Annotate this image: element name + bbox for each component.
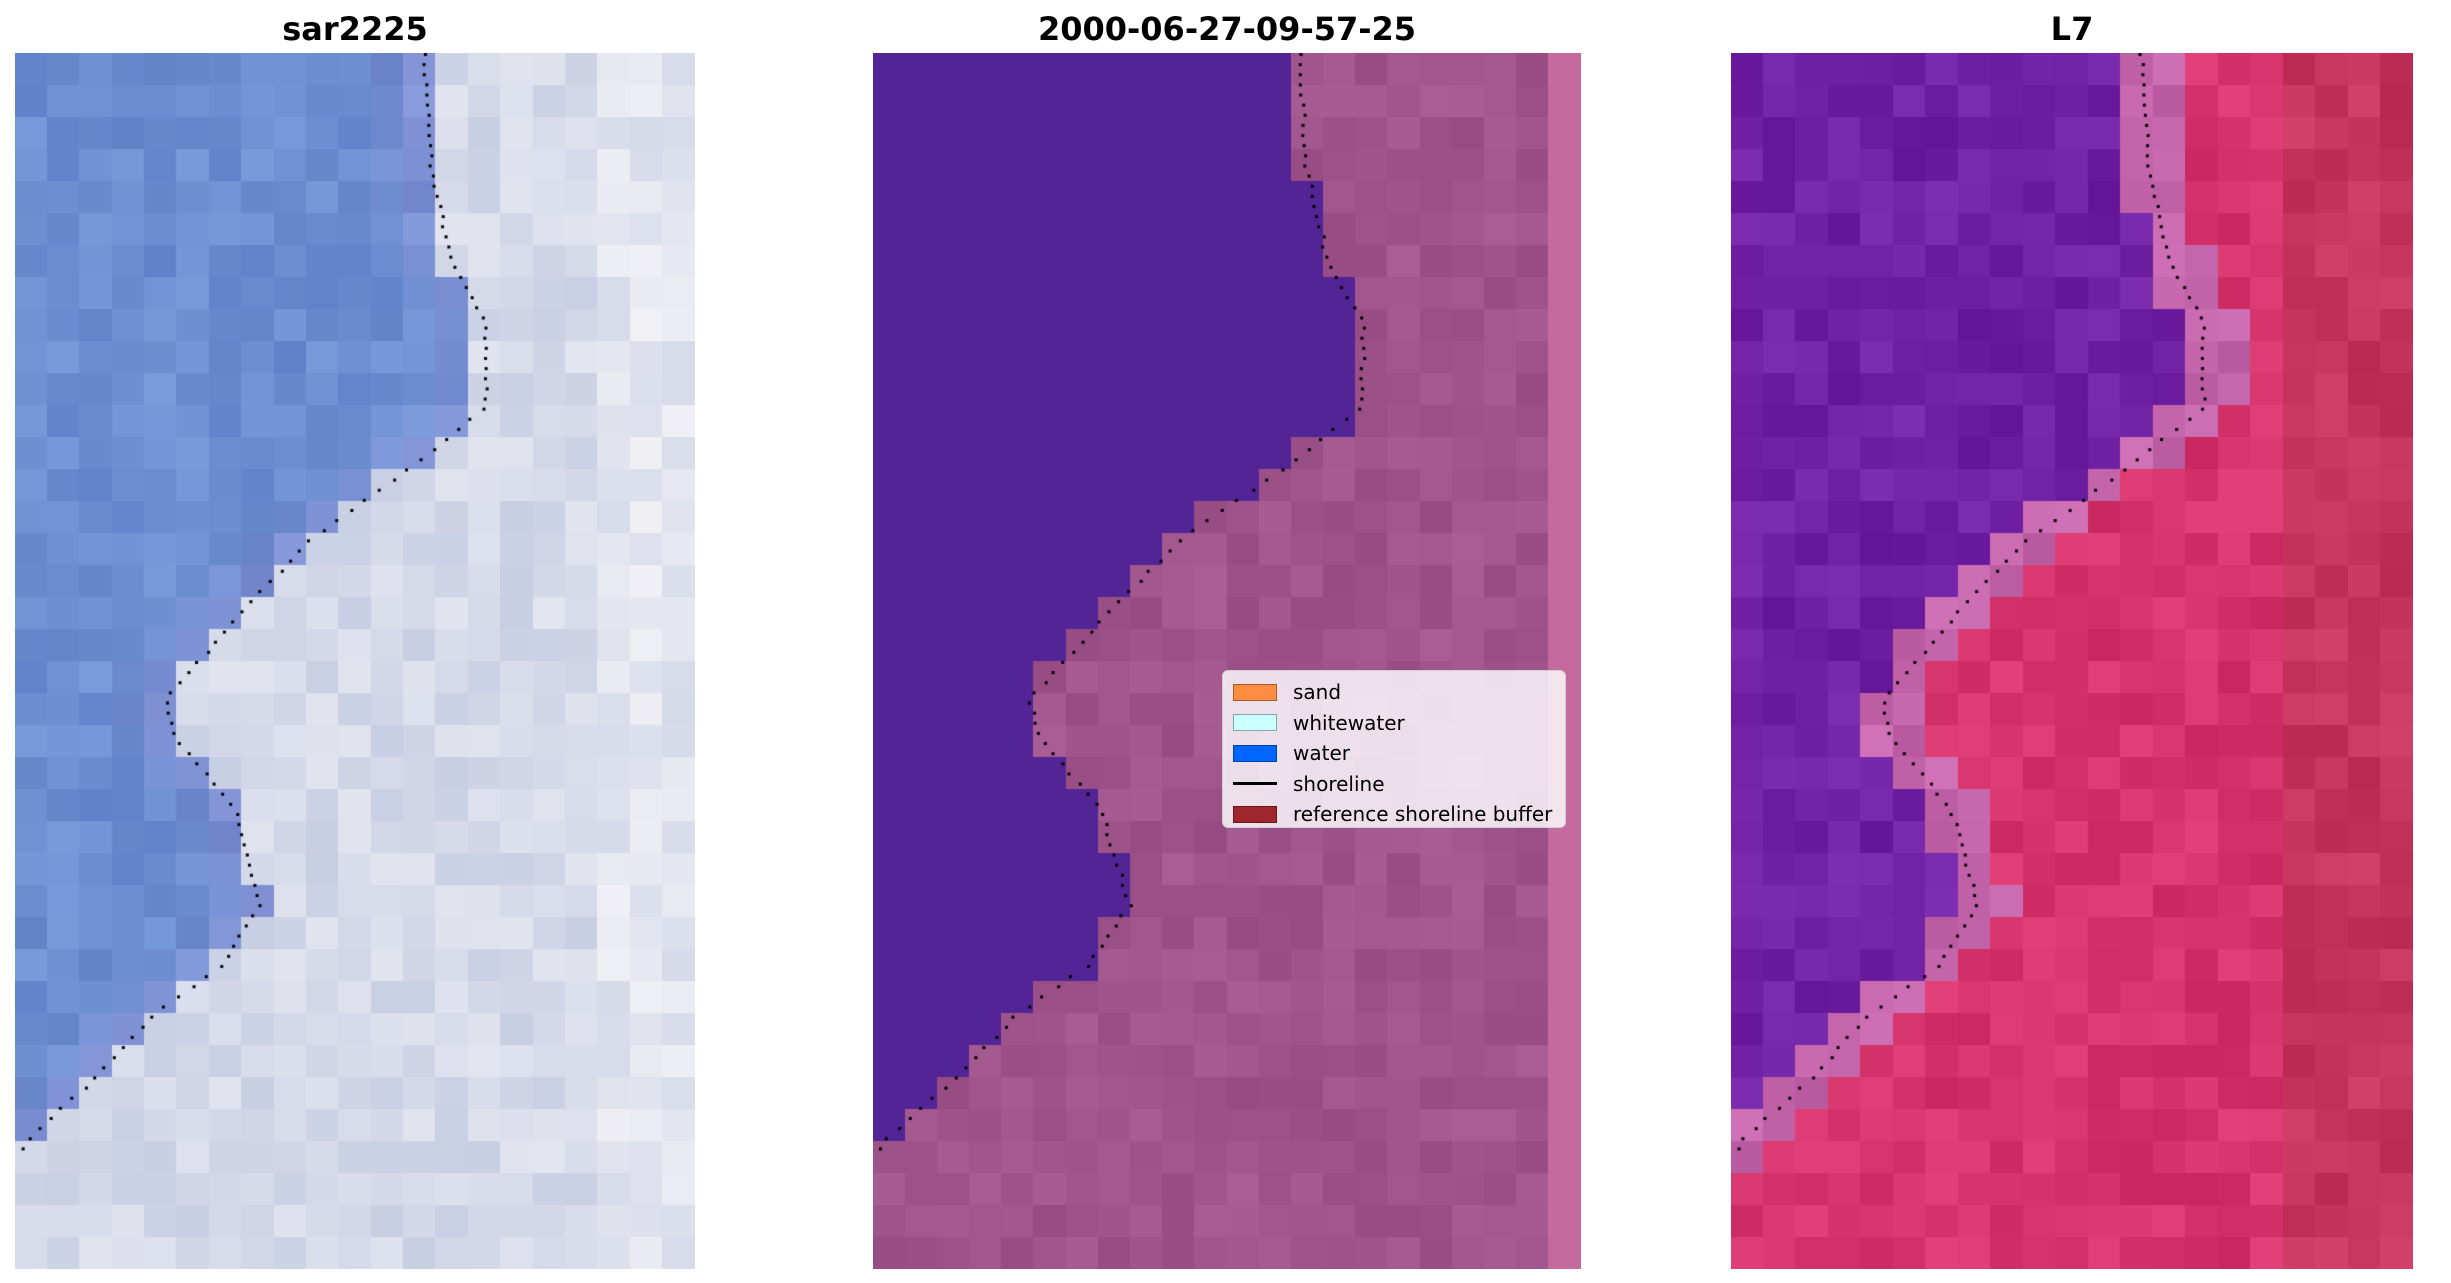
legend-item-water: water	[1233, 738, 1555, 769]
legend-swatch-sand	[1233, 683, 1277, 701]
legend-line-shoreline	[1233, 782, 1277, 786]
panel-title-classified: 2000-06-27-09-57-25	[1037, 10, 1417, 48]
legend-label-reference-buffer: reference shoreline buffer	[1293, 802, 1553, 827]
panel-title-index: L7	[2050, 10, 2094, 48]
legend-label-sand: sand	[1293, 680, 1342, 705]
legend: sand whitewater water shoreline referenc…	[1222, 670, 1566, 828]
index-image	[1731, 53, 2413, 1269]
classified-image	[873, 53, 1581, 1269]
panel-title-rgb: sar2225	[282, 10, 428, 48]
legend-item-reference-buffer: reference shoreline buffer	[1233, 799, 1555, 830]
legend-swatch-whitewater	[1233, 714, 1277, 732]
legend-label-whitewater: whitewater	[1293, 710, 1405, 735]
legend-item-whitewater: whitewater	[1233, 708, 1555, 739]
legend-swatch-reference-buffer	[1233, 805, 1277, 823]
legend-item-sand: sand	[1233, 677, 1555, 708]
legend-swatch-water	[1233, 744, 1277, 762]
rgb-image	[15, 53, 695, 1269]
legend-label-shoreline: shoreline	[1293, 771, 1385, 796]
legend-label-water: water	[1293, 741, 1350, 766]
legend-item-shoreline: shoreline	[1233, 769, 1555, 800]
